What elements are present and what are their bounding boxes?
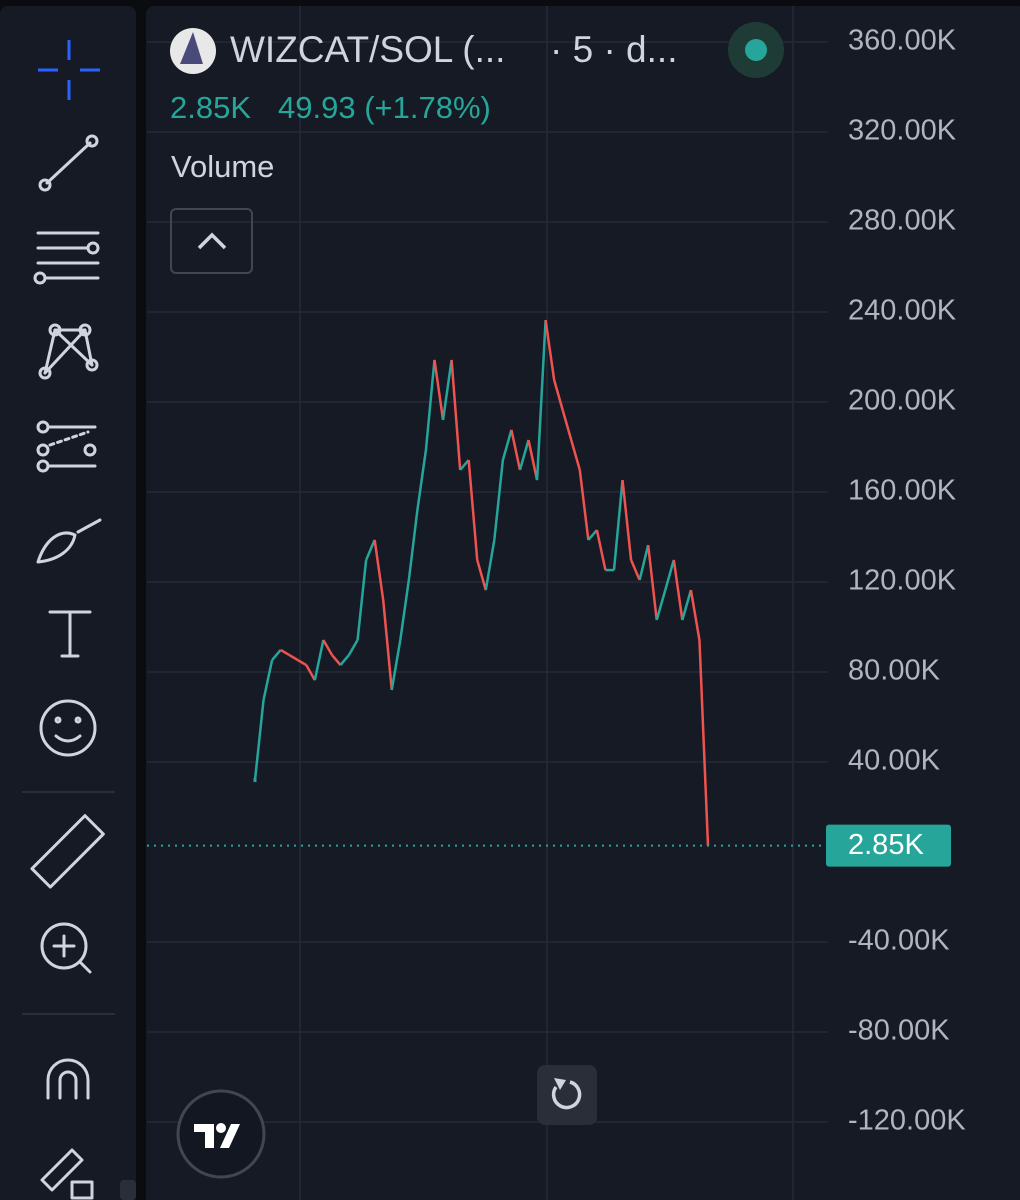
- price-segment: [356, 559, 368, 641]
- collapse-button[interactable]: [170, 208, 253, 274]
- price-segment: [484, 539, 496, 591]
- price-segment: [612, 479, 624, 571]
- price-segment: [459, 459, 470, 471]
- price-segment: [339, 654, 350, 666]
- pattern-tool[interactable]: [38, 323, 99, 380]
- crosshair-tool[interactable]: [38, 40, 100, 100]
- price-segment: [689, 589, 701, 641]
- price-segment: [655, 589, 667, 621]
- zoom-tool[interactable]: [40, 922, 92, 974]
- price-segment: [681, 589, 693, 621]
- indicator-name[interactable]: Volume: [171, 149, 274, 184]
- price-segment: [570, 439, 581, 471]
- magnet-tool[interactable]: [46, 1058, 90, 1100]
- price-segment: [646, 544, 658, 621]
- price-segment: [399, 579, 411, 641]
- price-segment: [347, 639, 359, 656]
- price-segment: [330, 654, 342, 666]
- prediction-tool[interactable]: [36, 420, 97, 473]
- price-segment: [476, 559, 487, 591]
- price-segment: [595, 529, 607, 571]
- price-segment: [441, 359, 453, 421]
- collapse-icon: [197, 232, 227, 250]
- last-price-label: 2.85K: [848, 829, 924, 861]
- y-tick-label: -40.00K: [848, 925, 950, 957]
- price-segment: [305, 664, 316, 681]
- symbol[interactable]: WIZCAT/SOL (...: [230, 29, 505, 70]
- text-tool[interactable]: [48, 610, 92, 658]
- price-segment: [544, 319, 556, 381]
- last-price-box: [826, 824, 951, 867]
- emoji-tool[interactable]: [39, 699, 97, 757]
- y-tick-label: 360.00K: [848, 25, 957, 57]
- price-segment: [629, 559, 641, 581]
- price-segment: [271, 649, 282, 661]
- price-segment: [493, 459, 505, 541]
- y-tick-label: 40.00K: [848, 745, 941, 777]
- price-segment: [373, 539, 385, 601]
- price-segment: [518, 439, 530, 471]
- tradingview-logo[interactable]: [176, 1089, 266, 1179]
- ruler-tool[interactable]: [30, 814, 105, 889]
- trend-line-tool[interactable]: [38, 134, 99, 192]
- price-segment: [561, 409, 573, 441]
- status-dot: [745, 39, 767, 61]
- price-segment: [407, 509, 419, 581]
- reset-icon: [551, 1080, 582, 1110]
- tradingview-logo-dot: [216, 1123, 226, 1133]
- price-segment: [698, 639, 710, 846]
- y-tick-label: 240.00K: [848, 295, 957, 327]
- y-tick-label: 280.00K: [848, 205, 957, 237]
- price-segment: [664, 559, 676, 591]
- y-tick-label: 120.00K: [848, 565, 957, 597]
- interval[interactable]: · 5 · d...: [550, 29, 677, 70]
- price-segment: [416, 449, 428, 511]
- price-segment: [322, 639, 334, 656]
- price-segment: [501, 429, 513, 461]
- fib-tool[interactable]: [33, 231, 100, 285]
- toolbar: [0, 6, 136, 1200]
- y-tick-label: -120.00K: [848, 1105, 966, 1137]
- price-segment: [313, 639, 325, 681]
- price-change: 49.93 (+1.78%): [278, 90, 491, 125]
- price-segment: [578, 469, 590, 541]
- price-segment: [280, 648, 290, 656]
- y-tick-label: 160.00K: [848, 475, 957, 507]
- price-segment: [467, 459, 479, 561]
- price-segment: [262, 659, 274, 701]
- volume-value: 2.85K: [170, 90, 251, 125]
- price-segment: [390, 639, 402, 691]
- chart-panel: [146, 6, 1020, 1200]
- brush-tool[interactable]: [36, 518, 102, 564]
- price-segment: [621, 479, 633, 561]
- reset-button[interactable]: [537, 1065, 597, 1125]
- price-segment: [253, 699, 265, 781]
- y-tick-label: 200.00K: [848, 385, 957, 417]
- reset-arrow: [554, 1078, 566, 1090]
- tradingview-logo-mark: [194, 1124, 240, 1148]
- y-tick-label: 320.00K: [848, 115, 957, 147]
- price-segment: [297, 658, 307, 667]
- price-segment: [364, 539, 376, 561]
- price-segment: [552, 379, 564, 411]
- price-segment: [510, 429, 522, 471]
- price-segment: [433, 359, 445, 421]
- price-segment: [638, 544, 650, 581]
- price-segment: [381, 599, 393, 691]
- price-segment: [288, 653, 299, 662]
- price-segment: [424, 359, 436, 451]
- price-segment: [535, 320, 547, 481]
- y-tick-label: 80.00K: [848, 655, 941, 687]
- price-segment: [672, 559, 684, 621]
- price-segment: [450, 359, 462, 471]
- scrollbar: [120, 1180, 136, 1200]
- symbol-icon-hat: [180, 32, 203, 64]
- y-tick-label: -80.00K: [848, 1015, 950, 1047]
- price-segment: [587, 529, 598, 541]
- price-segment: [527, 439, 539, 481]
- lock-drawing-tool[interactable]: [40, 1148, 94, 1200]
